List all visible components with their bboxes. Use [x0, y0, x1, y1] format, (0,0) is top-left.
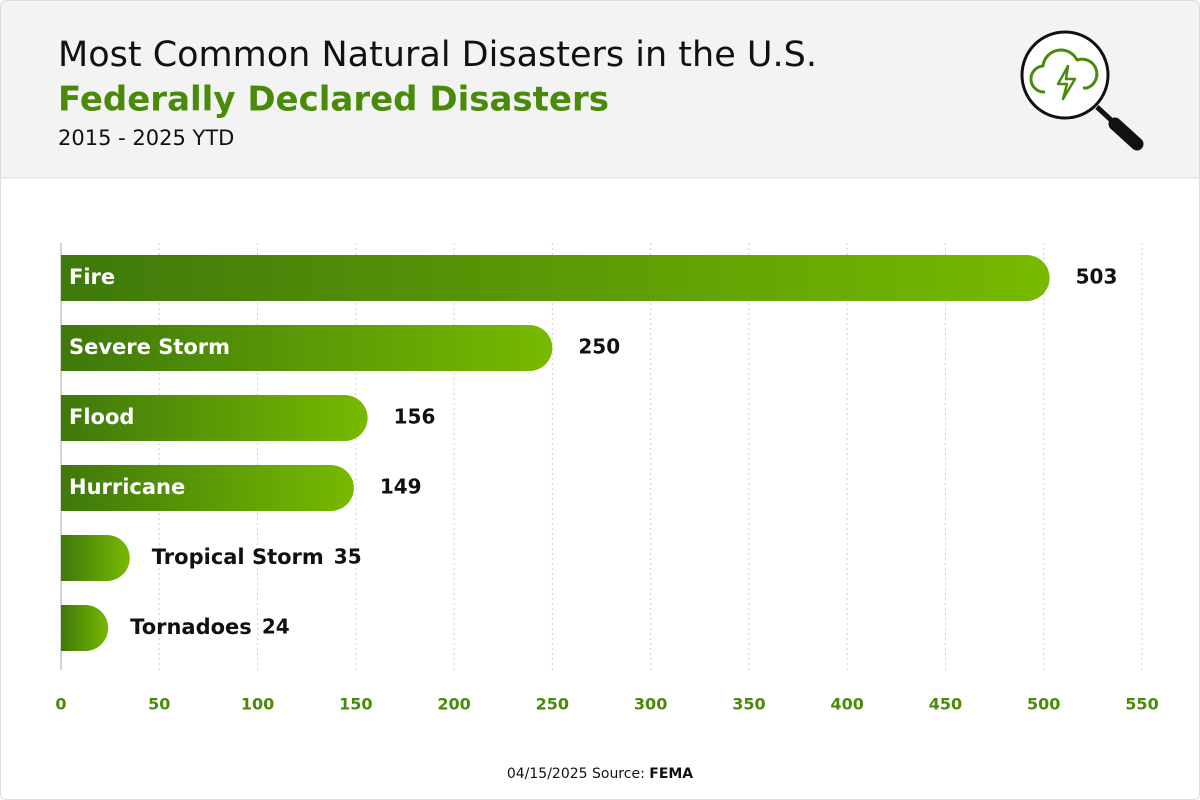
category-label: Tropical Storm — [152, 545, 324, 569]
icon — [1020, 30, 1144, 151]
category-label: Hurricane — [69, 475, 185, 499]
x-tick-label: 250 — [536, 695, 569, 714]
value-label: 35 — [334, 545, 362, 569]
x-tick-label: 550 — [1125, 695, 1158, 714]
chart-title: Most Common Natural Disasters in the U.S… — [58, 35, 817, 75]
x-tick-label: 300 — [634, 695, 667, 714]
value-label: 24 — [262, 615, 290, 639]
x-tick-label: 400 — [830, 695, 863, 714]
x-tick-label: 100 — [241, 695, 274, 714]
x-tick-label: 50 — [148, 695, 170, 714]
x-tick-label: 500 — [1027, 695, 1060, 714]
chart-period: 2015 - 2025 YTD — [58, 126, 234, 150]
x-tick-label: 200 — [437, 695, 470, 714]
category-label: Flood — [69, 405, 134, 429]
bar — [61, 255, 1050, 301]
footnote: 04/15/2025 Source: — [507, 766, 645, 782]
value-label: 503 — [1076, 265, 1118, 289]
x-tick-label: 150 — [339, 695, 372, 714]
bar — [61, 325, 553, 371]
bar — [61, 535, 130, 581]
value-label: 149 — [380, 475, 422, 499]
bar — [61, 605, 109, 651]
category-label: Fire — [69, 265, 115, 289]
footer: 04/15/2025 Source: FEMA — [507, 766, 693, 782]
category-label: Severe Storm — [69, 335, 230, 359]
category-label: Tornadoes — [130, 615, 252, 639]
value-label: 250 — [578, 335, 620, 359]
x-tick-label: 450 — [929, 695, 962, 714]
x-tick-label: 350 — [732, 695, 765, 714]
chart-subtitle: Federally Declared Disasters — [58, 80, 609, 120]
value-label: 156 — [394, 405, 436, 429]
bar — [61, 465, 354, 511]
bar — [61, 395, 368, 441]
x-tick-label: 0 — [55, 695, 66, 714]
source: FEMA — [649, 766, 693, 782]
